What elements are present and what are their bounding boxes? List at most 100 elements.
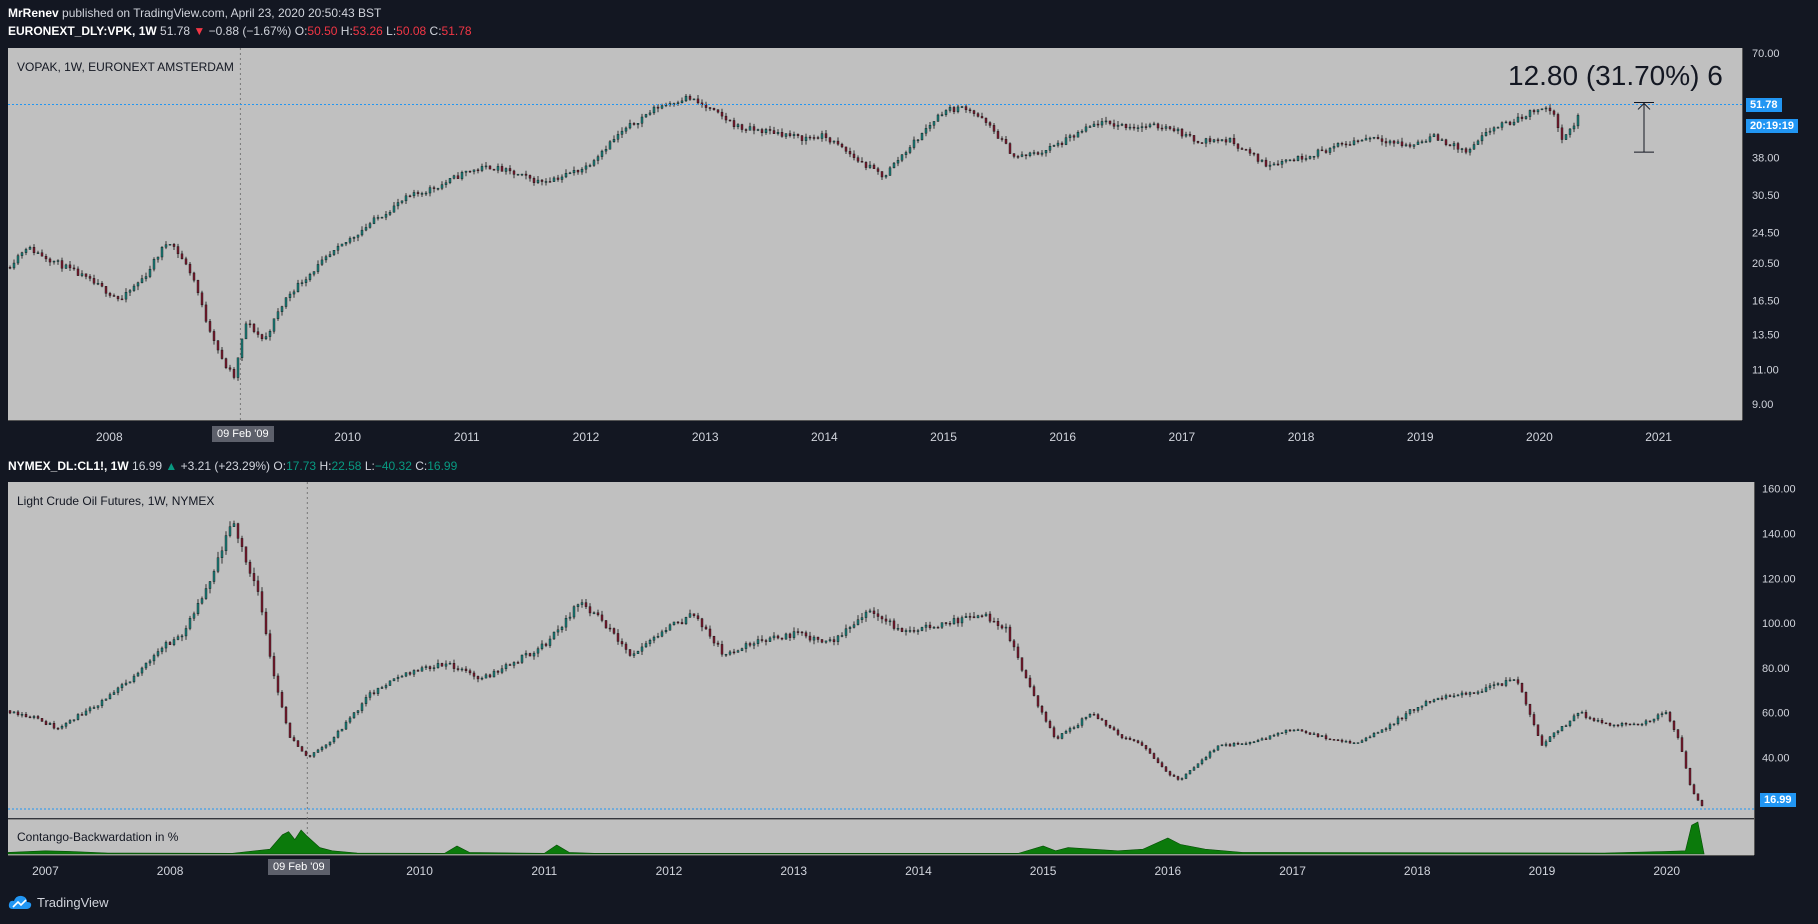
crude-candle-body xyxy=(1356,742,1360,744)
crude-candle-body xyxy=(708,628,712,637)
vopak-candle-body xyxy=(284,297,288,307)
vopak-candle-body xyxy=(60,260,64,269)
crude-candle-body xyxy=(768,637,772,642)
vopak-candle-body xyxy=(136,282,140,287)
vopak-candle-body xyxy=(600,150,604,157)
author-name[interactable]: MrRenev xyxy=(8,6,59,20)
vopak-price-axis[interactable] xyxy=(1742,48,1811,420)
vopak-candle-body xyxy=(36,252,40,254)
vopak-candle-body xyxy=(1348,144,1352,146)
vopak-candle-body xyxy=(1220,139,1224,142)
crude-candle-body xyxy=(1532,714,1536,725)
crude-candle-body xyxy=(1416,707,1420,711)
vopak-candle-body xyxy=(780,132,784,137)
vopak-candle-body xyxy=(504,168,508,172)
vopak-candle-body xyxy=(684,95,688,102)
crude-candle-body xyxy=(56,727,60,730)
crude-candle-body xyxy=(332,737,336,743)
crude-candle-body xyxy=(1616,724,1620,727)
crude-candle-body xyxy=(908,630,912,632)
crude-candle-body xyxy=(64,722,68,727)
crude-candle-body xyxy=(1488,685,1492,688)
crude-price-axis[interactable] xyxy=(1754,482,1811,855)
vopak-candle-body xyxy=(564,173,568,178)
vopak-candle-body xyxy=(112,295,116,297)
crude-candle-body xyxy=(744,643,748,649)
close-label: C: xyxy=(415,459,428,473)
crude-candle-body xyxy=(236,523,240,539)
vopak-candle-body xyxy=(924,128,928,134)
vopak-candle-body xyxy=(344,242,348,245)
crude-candle-body xyxy=(1192,767,1196,771)
crude-candle-body xyxy=(1332,739,1336,741)
vopak-candle-body xyxy=(1012,153,1016,157)
crude-candle-body xyxy=(1164,766,1168,772)
vopak-candle-body xyxy=(332,250,336,255)
crude-candle-body xyxy=(276,675,280,693)
crude-candle-body xyxy=(952,618,956,625)
vopak-candle-body xyxy=(656,106,660,109)
vopak-candle-body xyxy=(648,112,652,115)
crude-candle-body xyxy=(1368,736,1372,739)
vopak-candle-body xyxy=(212,331,216,341)
vopak-candle-body xyxy=(1476,140,1480,145)
crude-candle-body xyxy=(1260,738,1264,741)
vopak-candle-body xyxy=(32,247,36,254)
footer-brand-label: TradingView xyxy=(37,894,109,910)
vopak-candle-body xyxy=(764,129,768,134)
vopak-candle-body xyxy=(692,98,696,101)
vopak-candle-body xyxy=(1008,143,1012,154)
vopak-candle-body xyxy=(1556,114,1560,129)
vopak-candle-body xyxy=(1288,159,1292,162)
vopak-candle-body xyxy=(1128,126,1132,129)
vopak-candle-body xyxy=(1384,141,1388,144)
crude-candle-body xyxy=(720,644,724,655)
crude-candle-body xyxy=(36,716,40,719)
crude-candle-body xyxy=(444,663,448,667)
vopak-candle-body xyxy=(700,102,704,105)
crude-y-tick-label: 80.00 xyxy=(1762,663,1790,675)
crude-candle-body xyxy=(1568,720,1572,726)
vopak-candle-body xyxy=(804,136,808,141)
crude-candle-body xyxy=(1032,686,1036,696)
vopak-candle-body xyxy=(1352,140,1356,145)
vopak-time-axis[interactable] xyxy=(8,420,1742,451)
crude-candle-body xyxy=(152,655,156,662)
crude-candle-body xyxy=(536,648,540,654)
vopak-candle-body xyxy=(1360,139,1364,142)
vopak-y-tick-label: 38.00 xyxy=(1752,152,1780,164)
vopak-chart-pane[interactable] xyxy=(8,48,1742,420)
vopak-candle-body xyxy=(988,122,992,126)
vopak-candle-body xyxy=(776,132,780,134)
vopak-candle-body xyxy=(1244,149,1248,151)
crude-candle-body xyxy=(1148,748,1152,754)
crude-candle-body xyxy=(752,643,756,646)
vopak-candle-body xyxy=(408,195,412,198)
vopak-candle-body xyxy=(1576,115,1580,127)
vopak-candle-body xyxy=(272,318,276,332)
crude-time-axis[interactable] xyxy=(8,855,1754,884)
crude-candle-body xyxy=(424,666,428,668)
crude-candle-body xyxy=(1388,724,1392,729)
crude-candle-body xyxy=(984,613,988,617)
symbol-vopak[interactable]: EURONEXT_DLY:VPK, 1W xyxy=(8,24,157,38)
crude-candle-body xyxy=(676,621,680,624)
vopak-candle-body xyxy=(1232,137,1236,145)
crude-candle-body xyxy=(628,649,632,656)
vopak-candle-body xyxy=(84,273,88,277)
footer-brand[interactable]: TradingView xyxy=(8,894,109,910)
symbol-crude[interactable]: NYMEX_DL:CL1!, 1W xyxy=(8,459,129,473)
crude-candle-body xyxy=(1508,679,1512,682)
vopak-candle-body xyxy=(724,115,728,121)
crude-candle-body xyxy=(692,613,696,616)
crude-candle-body xyxy=(608,627,612,630)
crude-candle-body xyxy=(176,636,180,640)
crude-chart-pane[interactable] xyxy=(8,482,1754,818)
crude-candle-body xyxy=(780,637,784,640)
crude-candle-body xyxy=(824,640,828,643)
vopak-candle-body xyxy=(1492,127,1496,132)
crude-candle-body xyxy=(632,653,636,656)
vopak-candle-body xyxy=(100,283,104,287)
crude-candle-body xyxy=(1084,716,1088,719)
vopak-candle-body xyxy=(124,292,128,300)
